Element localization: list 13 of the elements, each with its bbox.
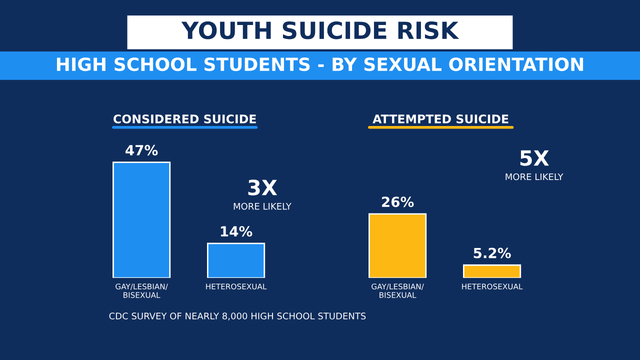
chart-title: CONSIDERED SUICIDE [114, 114, 256, 124]
data-label: 14% [220, 226, 252, 237]
data-label: 26% [382, 196, 414, 208]
text: HIGH SCHOOL STUDENTS - BY SEXUAL ORIENTATION [56, 57, 584, 72]
text: 5X [520, 150, 549, 166]
data-label: 5.2% [474, 248, 511, 258]
chart-title: ATTEMPTED SUICIDE [372, 114, 508, 124]
text: MORE LIKELY [506, 173, 564, 180]
annotation: 3X [248, 180, 278, 196]
text: YOUTH SUICIDE RISK [181, 21, 460, 40]
data-label: 47% [126, 144, 158, 156]
annotation: MORE LIKELY [234, 202, 292, 210]
text: CDC SURVEY OF NEARLY 8,000 HIGH SCHOOL STUDENTS [109, 312, 366, 320]
